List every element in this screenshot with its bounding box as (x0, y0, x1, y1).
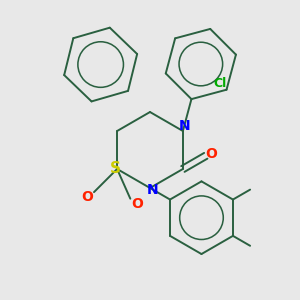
Text: O: O (82, 190, 93, 204)
Text: S: S (110, 161, 121, 176)
Text: Cl: Cl (213, 77, 226, 90)
Text: N: N (179, 119, 190, 133)
Text: O: O (131, 197, 143, 211)
Text: N: N (147, 183, 158, 196)
Text: O: O (205, 147, 217, 161)
